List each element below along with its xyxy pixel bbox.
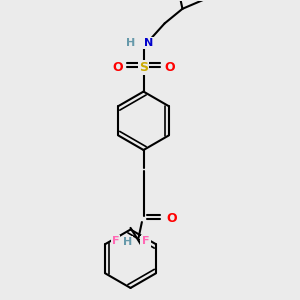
Text: N: N (140, 237, 150, 247)
Text: H: H (123, 237, 132, 247)
Text: O: O (167, 212, 177, 225)
Text: F: F (112, 236, 119, 246)
Text: F: F (142, 236, 149, 246)
Text: O: O (164, 61, 175, 74)
Text: H: H (126, 38, 135, 48)
Text: O: O (112, 61, 122, 74)
Text: N: N (144, 38, 153, 48)
Text: S: S (139, 61, 148, 74)
